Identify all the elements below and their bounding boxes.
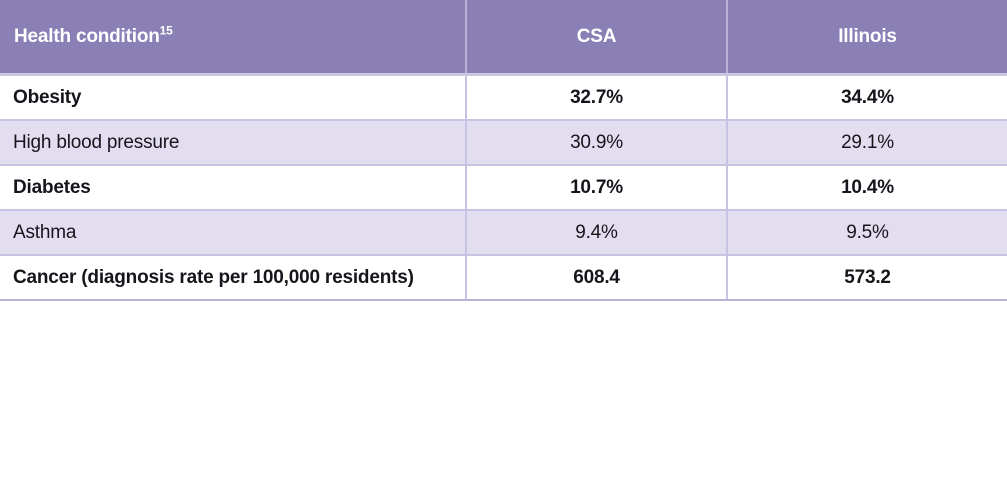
condition-cell: Obesity — [0, 74, 466, 121]
table-header: Health condition15 CSA Illinois — [0, 0, 1007, 76]
condition-cell: Cancer (diagnosis rate per 100,000 resid… — [0, 255, 466, 301]
header-csa: CSA — [465, 0, 727, 76]
illinois-value-cell: 34.4% — [726, 74, 1007, 121]
csa-value-cell: 32.7% — [465, 74, 727, 121]
illinois-value-cell: 573.2 — [726, 255, 1007, 301]
csa-value-cell: 608.4 — [465, 255, 727, 301]
table-row-asthma: Asthma 9.4% 9.5% — [0, 210, 1007, 256]
csa-value-cell: 9.4% — [465, 210, 727, 256]
header-health-condition-label: Health condition — [14, 25, 160, 47]
condition-cell: Asthma — [0, 210, 466, 256]
table-row-high-blood-pressure: High blood pressure 30.9% 29.1% — [0, 120, 1007, 166]
table-row-obesity: Obesity 32.7% 34.4% — [0, 74, 1007, 121]
table-row-cancer: Cancer (diagnosis rate per 100,000 resid… — [0, 255, 1007, 301]
condition-cell: High blood pressure — [0, 120, 466, 166]
footnote-marker: 15 — [159, 23, 173, 38]
table-body: Obesity 32.7% 34.4% High blood pressure … — [0, 74, 1007, 301]
illinois-value-cell: 9.5% — [726, 210, 1007, 256]
csa-value-cell: 30.9% — [465, 120, 727, 166]
illinois-value-cell: 10.4% — [726, 165, 1007, 211]
table-row-diabetes: Diabetes 10.7% 10.4% — [0, 165, 1007, 211]
health-conditions-table: Health condition15 CSA Illinois Obesity … — [0, 0, 1007, 301]
csa-value-cell: 10.7% — [465, 165, 727, 211]
table-header-row: Health condition15 CSA Illinois — [0, 0, 1007, 76]
condition-cell: Diabetes — [0, 165, 466, 211]
header-illinois: Illinois — [726, 0, 1007, 76]
illinois-value-cell: 29.1% — [726, 120, 1007, 166]
header-health-condition: Health condition15 — [0, 0, 466, 76]
